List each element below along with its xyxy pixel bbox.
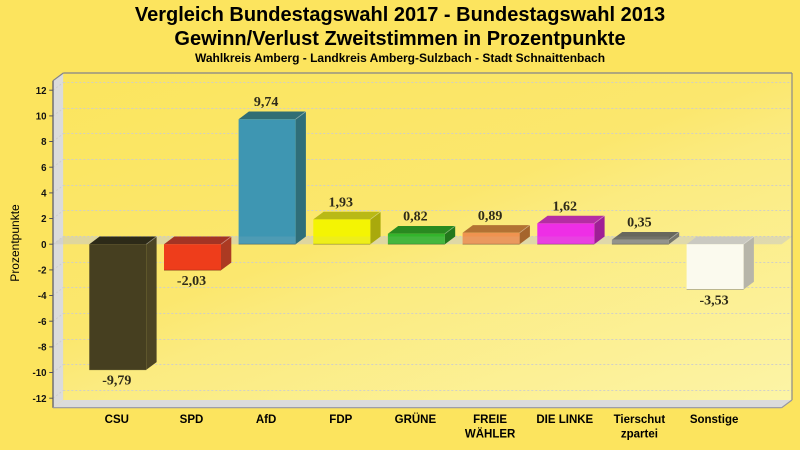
- svg-text:0,82: 0,82: [403, 210, 428, 225]
- svg-text:8: 8: [41, 137, 47, 148]
- svg-text:10: 10: [36, 112, 47, 123]
- svg-text:-2: -2: [38, 266, 47, 277]
- svg-text:-2,03: -2,03: [177, 274, 206, 289]
- svg-text:Tierschut: Tierschut: [614, 414, 666, 426]
- svg-text:DIE LINKE: DIE LINKE: [536, 414, 593, 426]
- svg-text:-10: -10: [32, 368, 46, 379]
- svg-text:1,62: 1,62: [553, 199, 578, 214]
- svg-text:zpartei: zpartei: [621, 429, 658, 441]
- svg-text:6: 6: [41, 163, 47, 174]
- svg-text:-12: -12: [32, 394, 46, 405]
- svg-text:12: 12: [36, 86, 47, 97]
- svg-text:-3,53: -3,53: [700, 293, 729, 308]
- svg-text:AfD: AfD: [256, 414, 276, 426]
- svg-text:Prozentpunkte: Prozentpunkte: [8, 204, 22, 282]
- svg-text:WÄHLER: WÄHLER: [465, 428, 516, 441]
- svg-text:Sonstige: Sonstige: [690, 414, 739, 426]
- svg-text:9,74: 9,74: [254, 95, 279, 110]
- svg-text:2: 2: [41, 214, 46, 225]
- svg-text:FDP: FDP: [329, 414, 352, 426]
- svg-text:0: 0: [41, 240, 46, 251]
- svg-text:CSU: CSU: [105, 414, 129, 426]
- svg-text:-4: -4: [38, 291, 47, 302]
- svg-text:Gewinn/Verlust Zweitstimmen in: Gewinn/Verlust Zweitstimmen in Prozentpu…: [174, 28, 625, 50]
- svg-text:Vergleich Bundestagswahl 2017: Vergleich Bundestagswahl 2017 - Bundesta…: [135, 4, 665, 26]
- svg-text:0,35: 0,35: [627, 216, 652, 231]
- svg-text:GRÜNE: GRÜNE: [395, 413, 437, 426]
- svg-text:SPD: SPD: [180, 414, 204, 426]
- svg-text:4: 4: [41, 189, 47, 200]
- svg-text:Wahlkreis Amberg - Landkreis A: Wahlkreis Amberg - Landkreis Amberg-Sulz…: [195, 51, 605, 65]
- svg-text:FREIE: FREIE: [473, 414, 507, 426]
- svg-text:-6: -6: [38, 317, 47, 328]
- svg-text:0,89: 0,89: [478, 209, 503, 224]
- svg-text:-9,79: -9,79: [102, 374, 131, 389]
- svg-text:1,93: 1,93: [329, 195, 354, 210]
- svg-text:-8: -8: [38, 343, 47, 354]
